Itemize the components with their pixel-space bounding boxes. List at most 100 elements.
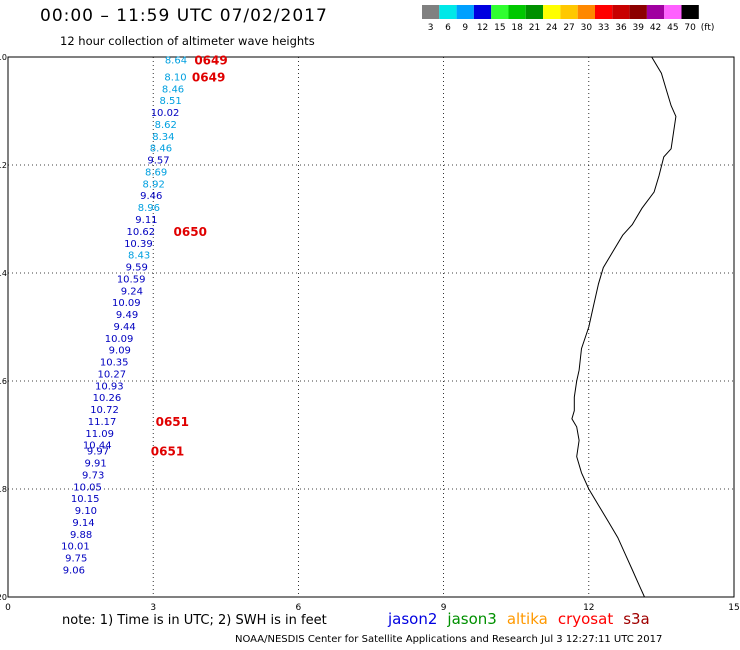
lon-tick-label: 15 xyxy=(728,603,739,613)
satellite-altika: altika xyxy=(506,610,548,628)
wave-height-label: 9.57 xyxy=(147,156,169,167)
legend-label: 18 xyxy=(511,23,523,33)
satellite-jason2: jason2 xyxy=(388,610,438,628)
wave-height-label: 10.39 xyxy=(124,239,153,250)
legend-label: 27 xyxy=(563,23,574,33)
wave-height-label: 9.44 xyxy=(114,322,136,333)
wave-height-label: 10.09 xyxy=(105,334,134,345)
legend-label: 3 xyxy=(428,23,434,33)
legend-label: 12 xyxy=(477,23,488,33)
wave-height-label: 9.24 xyxy=(121,286,143,297)
lat-tick-label: -18 xyxy=(0,485,7,494)
wave-height-label: 9.49 xyxy=(116,310,138,321)
lat-tick-label: -16 xyxy=(0,377,7,386)
lon-tick-label: 12 xyxy=(583,603,594,613)
wave-height-label: 10.26 xyxy=(93,393,122,404)
wave-height-label: 10.93 xyxy=(95,381,124,392)
lat-tick-label: -14 xyxy=(0,269,7,278)
legend-label: 21 xyxy=(529,23,540,33)
legend-swatch xyxy=(629,5,647,19)
legend-swatch xyxy=(577,5,595,19)
legend-swatch xyxy=(508,5,526,19)
legend-swatch xyxy=(612,5,630,19)
wave-height-label: 9.97 xyxy=(87,447,109,458)
lon-tick-label: 3 xyxy=(150,603,156,613)
wave-height-label: 9.73 xyxy=(82,470,104,481)
wave-height-label: 9.88 xyxy=(70,530,92,541)
wave-height-label: 8.96 xyxy=(138,203,160,214)
wave-height-label: 9.11 xyxy=(135,215,157,226)
page-title: 00:00 – 11:59 UTC 07/02/2017 xyxy=(40,6,328,26)
wave-height-label: 8.46 xyxy=(162,84,184,95)
note-text: note: 1) Time is in UTC; 2) SWH is in fe… xyxy=(62,613,327,628)
map-frame xyxy=(7,56,735,598)
lon-tick-label: 6 xyxy=(296,603,302,613)
wave-height-label: 10.27 xyxy=(97,369,126,380)
legend-swatch xyxy=(646,5,665,19)
legend-label: 9 xyxy=(462,23,468,33)
legend-label: 30 xyxy=(581,23,593,33)
lat-tick-label: -10 xyxy=(0,53,7,62)
wave-height-label: 10.09 xyxy=(112,298,141,309)
wave-height-label: 8.10 xyxy=(164,72,186,83)
wave-height-label: 8.34 xyxy=(152,132,174,143)
wave-height-label: 10.62 xyxy=(126,227,155,238)
coastline xyxy=(571,56,677,598)
time-label: 0649 xyxy=(192,70,225,84)
satellite-jason3: jason3 xyxy=(447,610,497,628)
lat-tick-label: -20 xyxy=(0,593,7,602)
wave-height-label: 10.44 xyxy=(83,441,112,452)
legend-swatch xyxy=(422,5,440,19)
time-label: 0649 xyxy=(194,54,227,68)
legend-swatch xyxy=(473,5,492,19)
legend-label: 15 xyxy=(494,23,505,33)
wave-height-label: 9.46 xyxy=(140,191,162,202)
wave-height-label: 10.35 xyxy=(100,358,129,369)
wave-height-label: 8.62 xyxy=(155,120,177,131)
legend-label: 33 xyxy=(598,23,609,33)
legend-swatch xyxy=(525,5,544,19)
legend-swatch xyxy=(595,5,613,19)
legend-unit: (ft) xyxy=(701,23,715,33)
lon-tick-label: 0 xyxy=(5,603,11,613)
wave-height-label: 9.10 xyxy=(75,506,97,517)
legend-swatch xyxy=(560,5,578,19)
wave-height-label: 9.14 xyxy=(72,518,94,529)
wave-height-label: 9.06 xyxy=(63,565,85,576)
wave-height-label: 10.15 xyxy=(71,494,100,505)
wave-height-label: 8.64 xyxy=(165,56,187,67)
wave-height-label: 8.46 xyxy=(150,144,172,155)
legend-swatch xyxy=(681,5,699,19)
wave-height-label: 9.59 xyxy=(126,263,148,274)
satellite-legend: jason2 jason3 altika cryosat s3a xyxy=(388,610,660,628)
legend-label: 24 xyxy=(546,23,558,33)
time-label: 0650 xyxy=(174,225,207,239)
wave-height-label: 8.51 xyxy=(159,96,181,107)
lat-tick-label: -12 xyxy=(0,161,7,170)
wave-height-label: 11.17 xyxy=(88,417,117,428)
legend-label: 42 xyxy=(650,23,661,33)
wave-height-label: 10.59 xyxy=(117,274,146,285)
time-labels: 0649 0649 0650 0651 0651 xyxy=(151,54,228,459)
legend-swatch xyxy=(664,5,682,19)
wave-height-labels: 8.648.108.468.5110.028.628.348.469.578.6… xyxy=(61,56,187,577)
legend-swatch xyxy=(543,5,561,19)
wave-height-label: 10.02 xyxy=(151,108,180,119)
legend-swatch xyxy=(491,5,509,19)
satellite-cryosat: cryosat xyxy=(557,610,614,628)
wave-height-label: 9.75 xyxy=(65,554,87,565)
footer-credit: NOAA/NESDIS Center for Satellite Applica… xyxy=(235,634,663,645)
wave-height-label: 10.05 xyxy=(73,482,102,493)
legend-label: 36 xyxy=(615,23,627,33)
wave-height-label: 10.72 xyxy=(90,405,119,416)
wave-height-label: 8.92 xyxy=(143,179,165,190)
wave-height-label: 11.09 xyxy=(85,429,114,440)
time-label: 0651 xyxy=(156,415,189,429)
map-grid: 0 3 6 9 12 15 -10 -12 -14 -16 -18 -20 xyxy=(0,53,740,613)
legend-swatch xyxy=(456,5,474,19)
color-legend: 3 6 9 12 15 18 21 24 27 30 33 36 39 42 45 70 (ft) xyxy=(422,5,714,33)
legend-label: 45 xyxy=(667,23,678,33)
legend-label: 70 xyxy=(684,23,696,33)
time-label: 0651 xyxy=(151,445,184,459)
lon-tick-label: 9 xyxy=(441,603,447,613)
